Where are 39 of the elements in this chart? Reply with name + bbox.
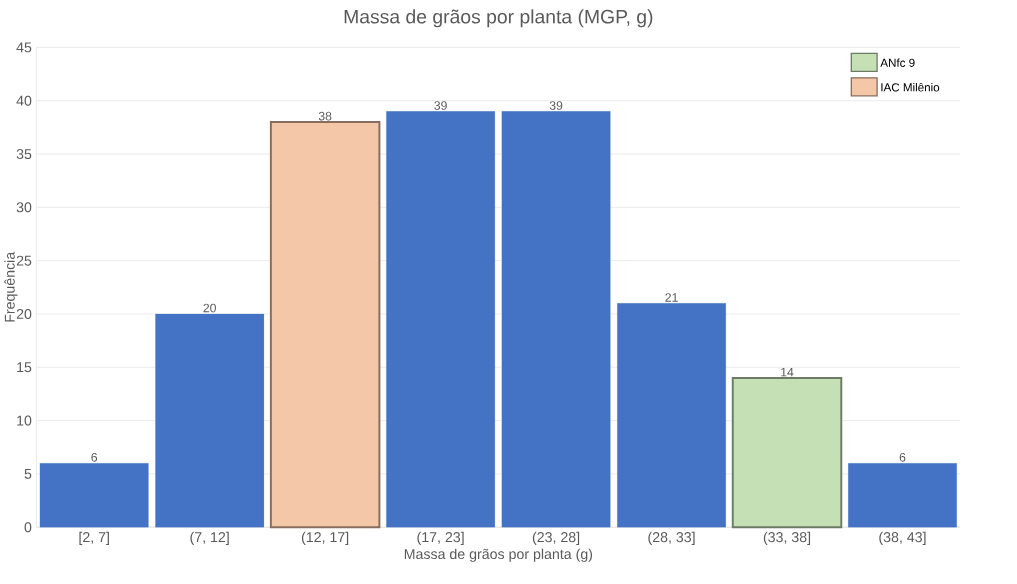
y-tick-label: 35 xyxy=(16,148,32,159)
legend-label: ANfc 9 xyxy=(880,58,915,67)
data-label: 39 xyxy=(434,101,447,110)
x-tick-label: [2, 7] xyxy=(79,531,109,545)
data-label: 14 xyxy=(781,367,794,377)
x-tick-label: (12, 17] xyxy=(301,531,349,545)
x-tick-label: (33, 38] xyxy=(763,531,811,545)
bar xyxy=(269,120,381,529)
x-tick-label: (7, 12] xyxy=(190,531,229,545)
data-label: 20 xyxy=(203,303,216,313)
y-tick-label: 40 xyxy=(16,95,32,106)
bar xyxy=(731,376,843,529)
y-axis-title: Frequência xyxy=(4,251,18,322)
data-label: 6 xyxy=(91,452,98,462)
bar xyxy=(617,303,726,528)
y-tick-label: 10 xyxy=(17,415,32,426)
x-tick-label: (38, 43] xyxy=(879,531,926,545)
data-label: 6 xyxy=(899,452,906,462)
y-tick-label: 30 xyxy=(16,202,32,213)
y-tick-label: 5 xyxy=(24,468,32,479)
x-tick-label: (28, 33] xyxy=(648,531,695,545)
x-tick-label: (17, 23] xyxy=(417,531,464,545)
x-tick-label: (23, 28] xyxy=(532,531,580,545)
bar xyxy=(39,463,149,528)
y-tick-label: 0 xyxy=(24,522,32,533)
data-label: 38 xyxy=(318,111,332,121)
y-tick-label: 25 xyxy=(16,255,32,266)
data-label: 39 xyxy=(549,101,563,110)
bar xyxy=(386,111,495,528)
bar xyxy=(501,111,611,528)
y-tick-label: 15 xyxy=(17,362,32,373)
legend-label: IAC Milênio xyxy=(881,82,940,92)
bar xyxy=(155,313,265,528)
chart-title: Massa de grãos por planta (MGP, g) xyxy=(344,9,653,28)
y-tick-label: 20 xyxy=(16,308,32,319)
x-axis-title: Massa de grãos por planta (g) xyxy=(404,548,593,562)
data-label: 21 xyxy=(665,293,678,302)
bar xyxy=(848,463,957,528)
y-tick-label: 45 xyxy=(16,42,32,53)
